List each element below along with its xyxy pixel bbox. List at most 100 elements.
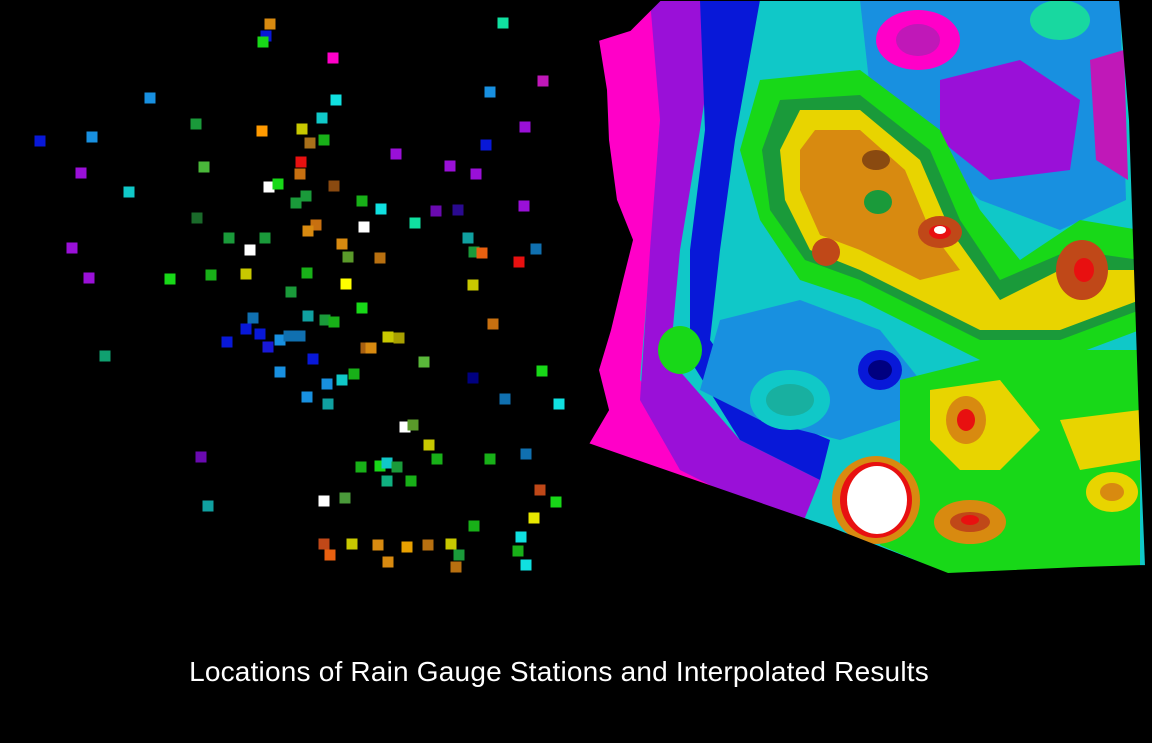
station-marker	[348, 368, 360, 380]
station-marker	[356, 302, 368, 314]
figure-caption: Locations of Rain Gauge Stations and Int…	[189, 656, 929, 687]
station-marker	[294, 168, 306, 180]
station-marker	[462, 232, 474, 244]
station-marker	[318, 134, 330, 146]
station-marker	[340, 278, 352, 290]
station-marker	[530, 243, 542, 255]
station-marker	[202, 500, 214, 512]
station-marker	[316, 112, 328, 124]
station-marker	[381, 475, 393, 487]
station-marker	[409, 217, 421, 229]
station-marker	[468, 246, 480, 258]
station-marker	[240, 323, 252, 335]
station-marker	[300, 190, 312, 202]
surface-peak-center-se	[961, 515, 979, 525]
station-marker	[513, 256, 525, 268]
station-marker	[393, 332, 405, 344]
surface-north-purple	[940, 60, 1080, 180]
station-marker	[319, 314, 331, 326]
station-marker	[195, 451, 207, 463]
station-marker	[467, 372, 479, 384]
station-marker	[304, 137, 316, 149]
station-marker	[272, 178, 284, 190]
station-marker	[401, 541, 413, 553]
station-marker	[322, 398, 334, 410]
station-marker	[336, 238, 348, 250]
station-marker	[381, 457, 393, 469]
station-marker	[75, 167, 87, 179]
surface-peak-ring-3	[862, 150, 890, 170]
station-marker	[327, 52, 339, 64]
station-marker	[336, 374, 348, 386]
station-marker	[99, 350, 111, 362]
surface-north-magenta	[1090, 50, 1128, 180]
station-marker	[66, 242, 78, 254]
station-marker	[467, 279, 479, 291]
station-marker	[324, 549, 336, 561]
station-marker	[34, 135, 46, 147]
station-marker	[259, 232, 271, 244]
station-marker	[301, 267, 313, 279]
station-marker	[86, 131, 98, 143]
station-marker	[262, 341, 274, 353]
surface-max-center	[847, 466, 907, 534]
station-marker	[144, 92, 156, 104]
station-marker	[430, 205, 442, 217]
station-marker	[256, 125, 268, 137]
station-marker	[328, 316, 340, 328]
station-marker	[358, 221, 370, 233]
station-marker	[310, 219, 322, 231]
station-marker	[470, 168, 482, 180]
station-marker	[260, 30, 272, 42]
state-outline	[586, 0, 1148, 576]
station-marker	[330, 94, 342, 106]
surface-peak-core-south	[957, 409, 975, 431]
interpolated-surface-map	[588, 0, 1146, 574]
station-marker	[321, 378, 333, 390]
station-marker	[339, 492, 351, 504]
station-marker	[391, 461, 403, 473]
station-marker	[405, 475, 417, 487]
surface-north-green-blob	[1030, 0, 1090, 40]
station-marker	[247, 312, 259, 324]
station-marker	[257, 36, 269, 48]
station-marker	[318, 495, 330, 507]
surface-peak-ring-2	[812, 238, 840, 266]
station-marker	[382, 331, 394, 343]
station-marker	[518, 200, 530, 212]
station-marker	[274, 366, 286, 378]
station-marker	[263, 181, 275, 193]
station-marker	[528, 512, 540, 524]
station-marker	[346, 538, 358, 550]
station-marker	[164, 273, 176, 285]
station-marker	[374, 252, 386, 264]
station-marker	[296, 123, 308, 135]
station-marker	[223, 232, 235, 244]
station-marker	[302, 310, 314, 322]
surface-cyan-basin-core	[766, 384, 814, 416]
station-marker	[221, 336, 233, 348]
station-marker	[534, 484, 546, 496]
station-marker	[240, 268, 252, 280]
surface-north-magenta-core	[896, 24, 940, 56]
station-marker	[254, 328, 266, 340]
station-marker	[444, 160, 456, 172]
surface-peak-center-1	[934, 226, 946, 234]
rain-gauge-station-markers	[34, 17, 565, 573]
station-marker	[476, 247, 488, 259]
station-marker	[302, 225, 314, 237]
station-marker	[497, 17, 509, 29]
station-marker	[520, 448, 532, 460]
surface-peak-core-east	[1074, 258, 1094, 282]
station-marker	[515, 531, 527, 543]
station-marker	[484, 453, 496, 465]
station-marker	[342, 251, 354, 263]
station-marker	[550, 496, 562, 508]
station-marker	[407, 419, 419, 431]
station-marker	[83, 272, 95, 284]
station-marker	[307, 353, 319, 365]
station-marker	[445, 538, 457, 550]
station-marker	[418, 356, 430, 368]
station-marker	[382, 556, 394, 568]
station-marker	[294, 330, 306, 342]
